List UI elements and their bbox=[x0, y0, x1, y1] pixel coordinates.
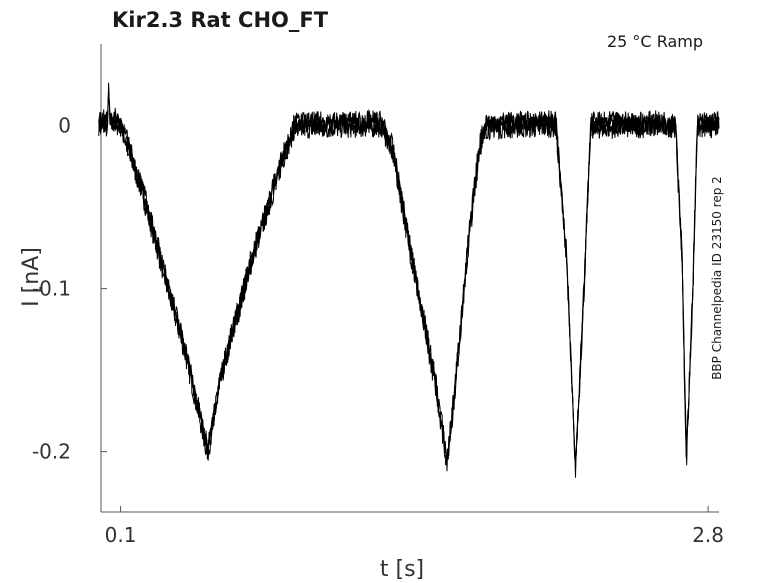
x-tick-label: 2.8 bbox=[692, 523, 724, 547]
source-id-label: BBP Channelpedia ID 23150 rep 2 bbox=[710, 176, 724, 380]
y-tick-label: -0.1 bbox=[32, 277, 71, 301]
y-tick-label: 0 bbox=[58, 114, 71, 138]
chart-title: Kir2.3 Rat CHO_FT bbox=[112, 8, 329, 32]
x-tick-label: 0.1 bbox=[105, 523, 137, 547]
current-trace bbox=[98, 82, 720, 462]
axes bbox=[100, 44, 719, 513]
y-axis-label: I [nA] bbox=[19, 247, 44, 307]
y-tick-label: -0.2 bbox=[32, 440, 71, 464]
y-ticks: 0 -0.1 -0.2 bbox=[32, 114, 107, 464]
current-trace bbox=[98, 89, 720, 472]
current-trace bbox=[98, 97, 720, 478]
x-axis-label: t [s] bbox=[380, 557, 424, 582]
current-traces bbox=[98, 82, 720, 478]
condition-annotation: 25 °C Ramp bbox=[607, 32, 703, 51]
x-ticks: 0.1 2.8 bbox=[105, 506, 724, 547]
